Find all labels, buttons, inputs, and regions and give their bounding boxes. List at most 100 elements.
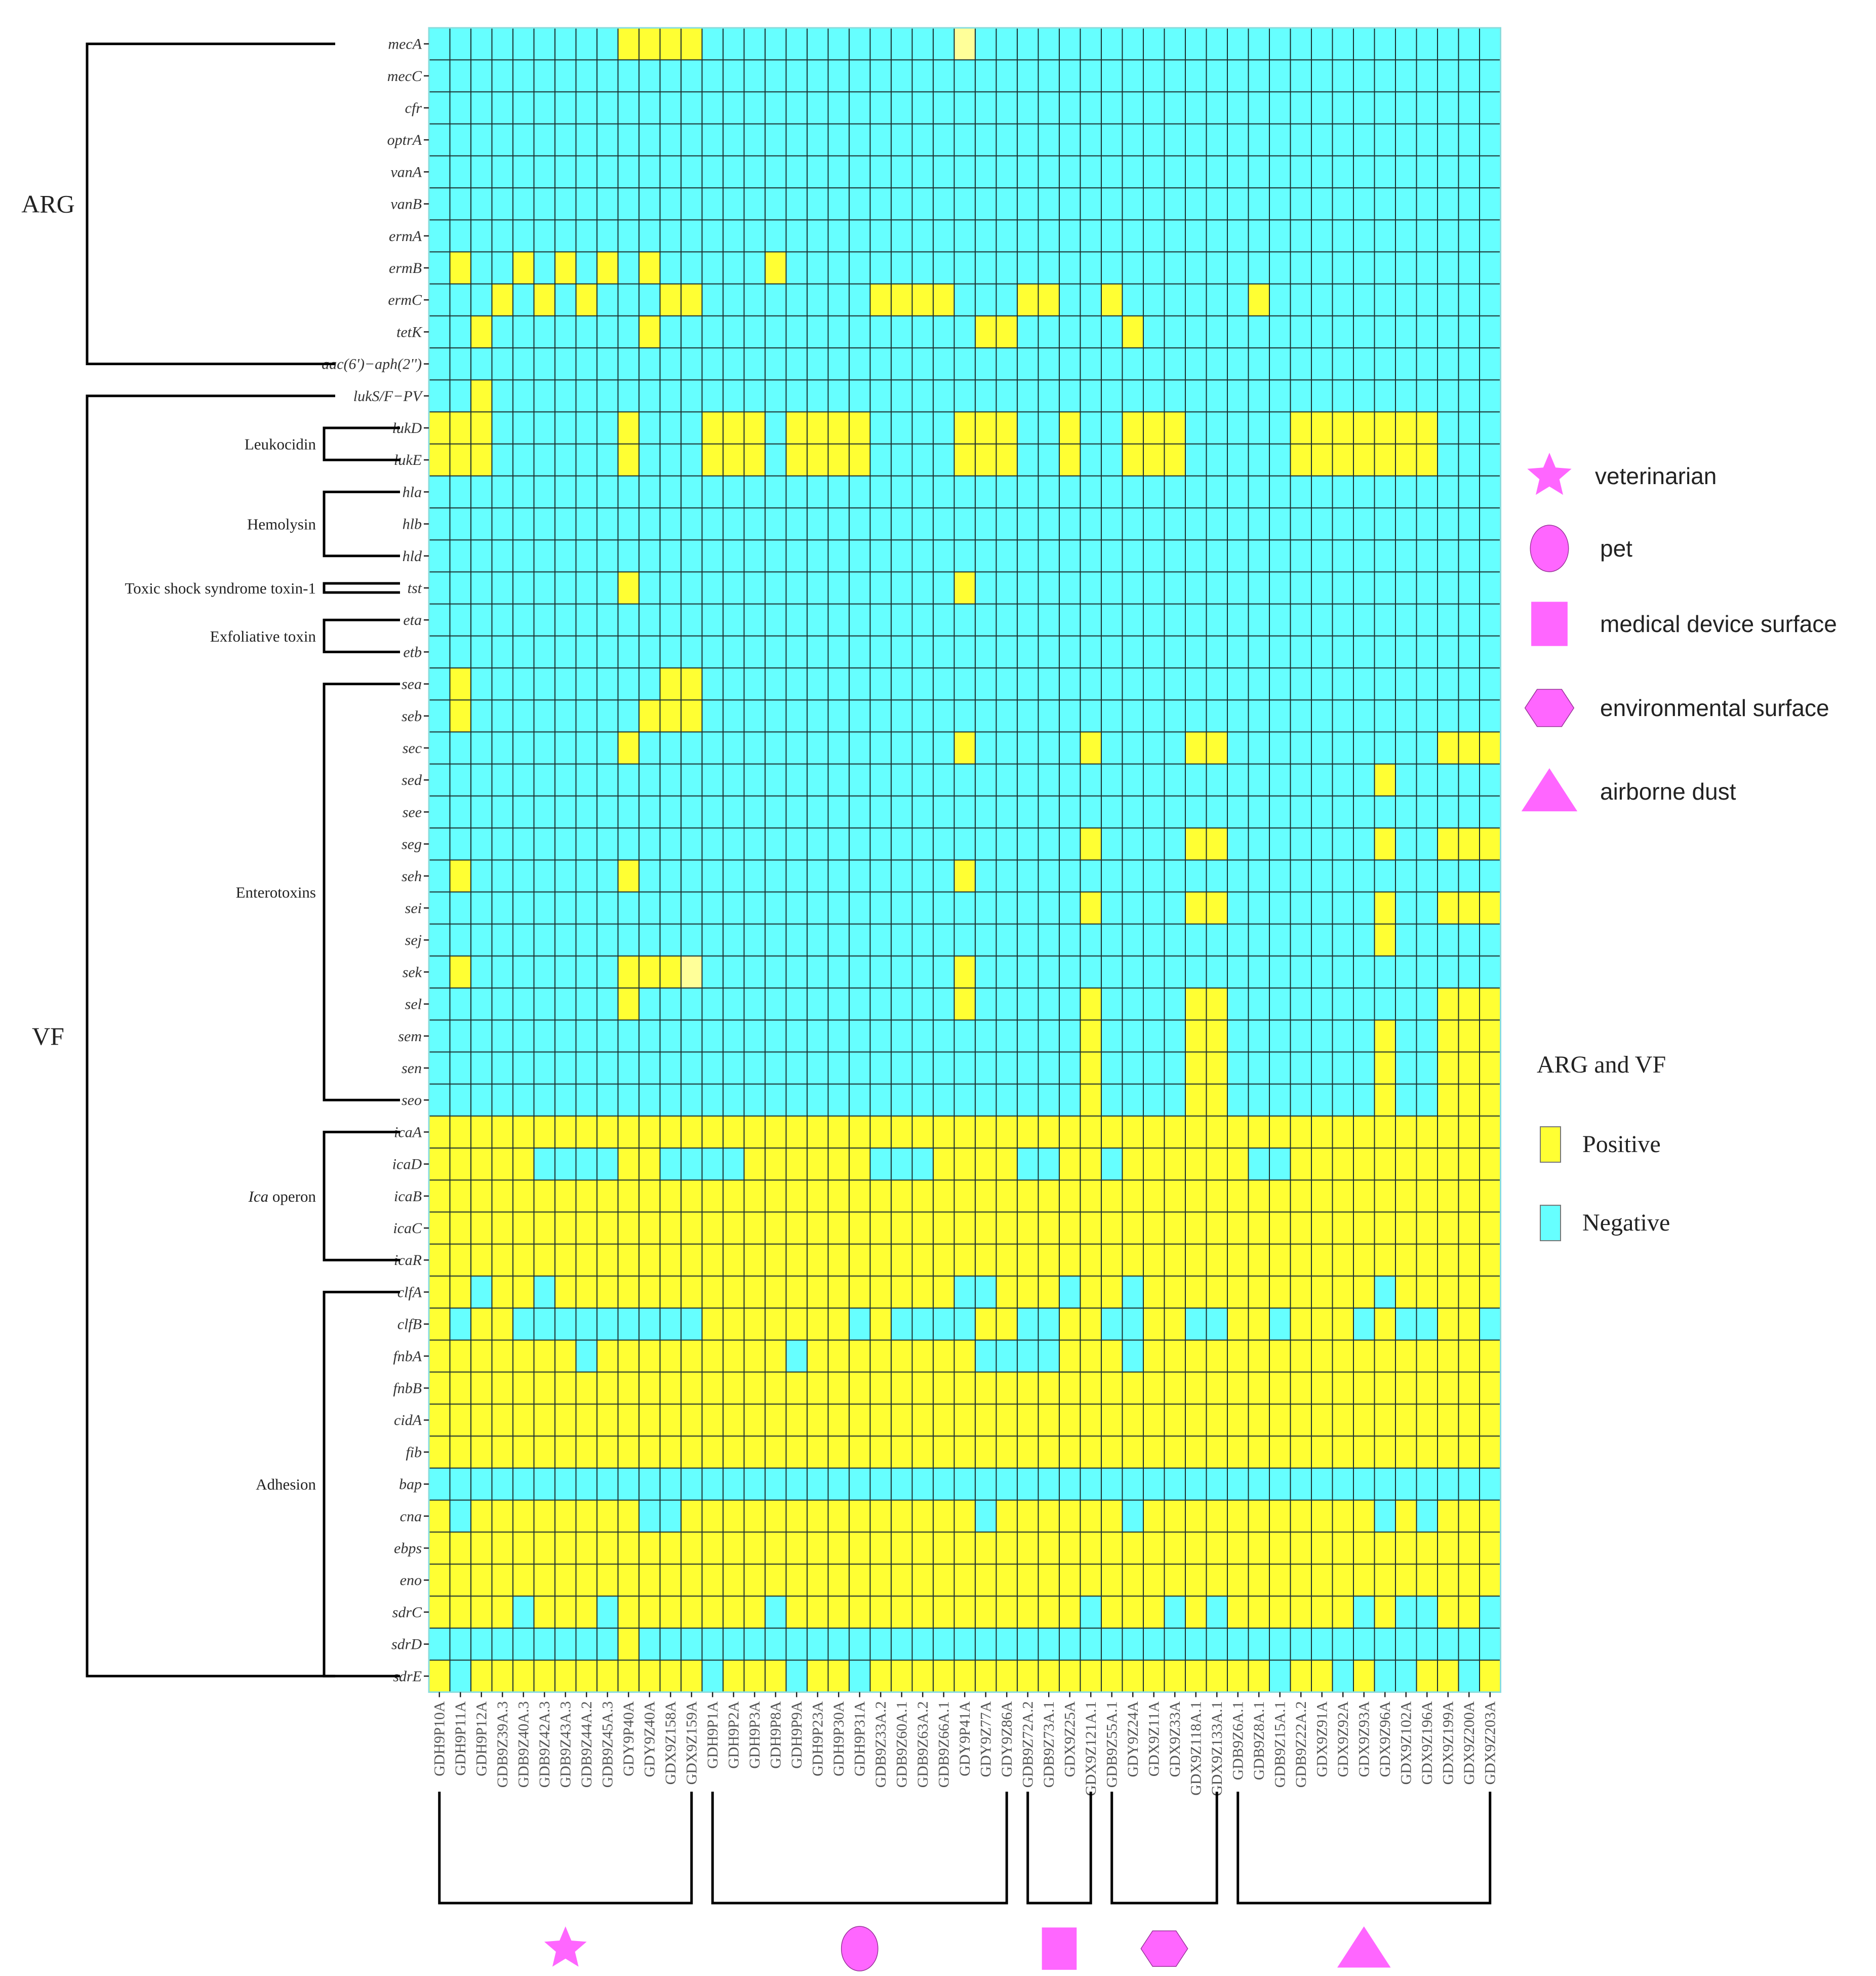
cell-seg-gdx9z200a <box>1458 828 1480 860</box>
cell-fib-gdh9p30a <box>828 1436 850 1469</box>
cell-sem-gdb9z22a-2 <box>1290 1020 1312 1052</box>
cell-fnbb-gdb9z60a-1 <box>891 1372 913 1405</box>
isolate-label-gdh9p23a: GDH9P23A <box>810 1701 826 1776</box>
cell-eno-gdx9z91a <box>1311 1564 1333 1597</box>
cell-vana-gdx9z203a <box>1480 155 1501 188</box>
cell-see-gdx9z93a <box>1353 796 1375 828</box>
cell-luke-gdx9z25a <box>1059 444 1081 477</box>
cell-sdre-gdb9z6a-1 <box>1227 1660 1249 1692</box>
cell-hld-gdx9z200a <box>1458 540 1480 572</box>
cell-fnbb-gdh9p31a <box>849 1372 871 1405</box>
cell-tst-gdh9p10a <box>429 572 451 605</box>
cell-icar-gdx9z92a <box>1332 1244 1354 1277</box>
cell-erma-gdx9z25a <box>1059 220 1081 252</box>
cell-tst-gdx9z159a <box>681 572 703 605</box>
cell-mecc-gdb9z45a-3 <box>597 60 619 92</box>
cell-fib-gdy9p40a <box>618 1436 640 1469</box>
cell-seo-gdx9z33a <box>1164 1084 1186 1117</box>
cell-vana-gdx9z159a <box>681 155 703 188</box>
cell-seg-gdy9z40a <box>639 828 661 860</box>
cell-lukd-gdb9z60a-1 <box>891 412 913 445</box>
cell-erma-gdb9z6a-1 <box>1227 220 1249 252</box>
cell-sed-gdb9z45a-3 <box>597 764 619 797</box>
cell-vanb-gdx9z200a <box>1458 188 1480 220</box>
gene-label-eno: eno <box>400 1572 422 1589</box>
cell-eta-gdh9p1a <box>702 604 724 637</box>
cell-seo-gdh9p8a <box>765 1084 787 1117</box>
cell-erma-gdx9z203a <box>1480 220 1501 252</box>
cell-sek-gdb9z42a-3 <box>534 956 555 989</box>
cell-sej-gdh9p31a <box>849 924 871 957</box>
cell-erma-gdh9p31a <box>849 220 871 252</box>
cell-bap-gdy9z86a <box>996 1468 1018 1500</box>
cell-erma-gdb9z22a-2 <box>1290 220 1312 252</box>
cell-sek-gdh9p10a <box>429 956 451 989</box>
cell-tetk-gdb9z22a-2 <box>1290 315 1312 348</box>
cell-hlb-gdx9z118a-1 <box>1185 508 1207 540</box>
gene-labels: mecAmecCcfroptrAvanAvanBermAermBermCtetK… <box>322 36 429 1685</box>
cell-luke-gdb9z55a-1 <box>1101 444 1123 477</box>
cell-mecc-gdh9p10a <box>429 60 451 92</box>
cell-fnba-gdx9z118a-1 <box>1185 1340 1207 1372</box>
cell-tetk-gdb9z43a-3 <box>555 315 577 348</box>
cell-eta-gdx9z102a <box>1395 604 1417 637</box>
cell-sec-gdb9z63a-2 <box>912 732 934 765</box>
cell-sej-gdb9z39a-3 <box>492 924 513 957</box>
cell-eno-gdh9p1a <box>702 1564 724 1597</box>
cell-sel-gdb9z55a-1 <box>1101 988 1123 1020</box>
cell-meca-gdb9z22a-2 <box>1290 28 1312 60</box>
gene-label-ebps: ebps <box>394 1540 422 1557</box>
cell-sdrd-gdb9z22a-2 <box>1290 1628 1312 1661</box>
cell-luks-f-pv-gdx9z158a <box>660 380 682 412</box>
cell-clfb-gdh9p11a <box>450 1308 471 1340</box>
cell-seo-gdx9z158a <box>660 1084 682 1117</box>
cell-eta-gdb9z22a-2 <box>1290 604 1312 637</box>
gene-label-hlb: hlb <box>403 516 422 533</box>
cell-erma-gdh9p3a <box>744 220 766 252</box>
cell-optra-gdb9z39a-3 <box>492 124 513 156</box>
cell-icab-gdx9z158a <box>660 1180 682 1212</box>
cell-icab-gdh9p30a <box>828 1180 850 1212</box>
cell-fib-gdx9z118a-1 <box>1185 1436 1207 1469</box>
cell-seb-gdb9z73a-1 <box>1038 700 1060 732</box>
cell-aac-6-aph-2-gdx9z102a <box>1395 348 1417 380</box>
gene-label-cna: cna <box>400 1508 422 1525</box>
cell-cida-gdb9z22a-2 <box>1290 1404 1312 1437</box>
cell-hla-gdh9p2a <box>723 476 745 508</box>
cell-cna-gdh9p30a <box>828 1500 850 1532</box>
cell-luke-gdb9z43a-3 <box>555 444 577 477</box>
cell-icar-gdx9z93a <box>1353 1244 1375 1277</box>
cell-sem-gdh9p12a <box>471 1020 493 1052</box>
cell-sed-gdx9z200a <box>1458 764 1480 797</box>
cell-sej-gdh9p30a <box>828 924 850 957</box>
cell-ermb-gdh9p3a <box>744 252 766 285</box>
cell-vana-gdx9z133a-1 <box>1206 155 1228 188</box>
cell-seh-gdb9z55a-1 <box>1101 860 1123 892</box>
cell-seb-gdb9z6a-1 <box>1227 700 1249 732</box>
cell-meca-gdy9p41a <box>954 28 976 60</box>
cell-hlb-gdx9z196a <box>1416 508 1438 540</box>
cell-sdre-gdh9p3a <box>744 1660 766 1692</box>
cell-sek-gdx9z11a <box>1143 956 1165 989</box>
cell-clfb-gdh9p2a <box>723 1308 745 1340</box>
cell-icaa-gdh9p3a <box>744 1116 766 1149</box>
cell-icac-gdx9z158a <box>660 1212 682 1245</box>
cell-luks-f-pv-gdb9z39a-3 <box>492 380 513 412</box>
cell-sed-gdx9z96a <box>1374 764 1396 797</box>
cell-ebps-gdh9p9a <box>786 1532 808 1565</box>
cell-lukd-gdh9p8a <box>765 412 787 445</box>
cell-icar-gdx9z199a <box>1438 1244 1459 1277</box>
cell-ebps-gdy9p41a <box>954 1532 976 1565</box>
cell-fnba-gdx9z199a <box>1438 1340 1459 1372</box>
cell-mecc-gdh9p1a <box>702 60 724 92</box>
cell-icab-gdx9z199a <box>1438 1180 1459 1212</box>
cell-eno-gdx9z93a <box>1353 1564 1375 1597</box>
cell-icac-gdx9z203a <box>1480 1212 1501 1245</box>
cell-ebps-gdy9z86a <box>996 1532 1018 1565</box>
cell-icaa-gdb9z66a-1 <box>933 1116 955 1149</box>
cell-icad-gdb9z63a-2 <box>912 1148 934 1180</box>
cell-seo-gdh9p1a <box>702 1084 724 1117</box>
cell-icaa-gdh9p1a <box>702 1116 724 1149</box>
cell-sej-gdx9z118a-1 <box>1185 924 1207 957</box>
